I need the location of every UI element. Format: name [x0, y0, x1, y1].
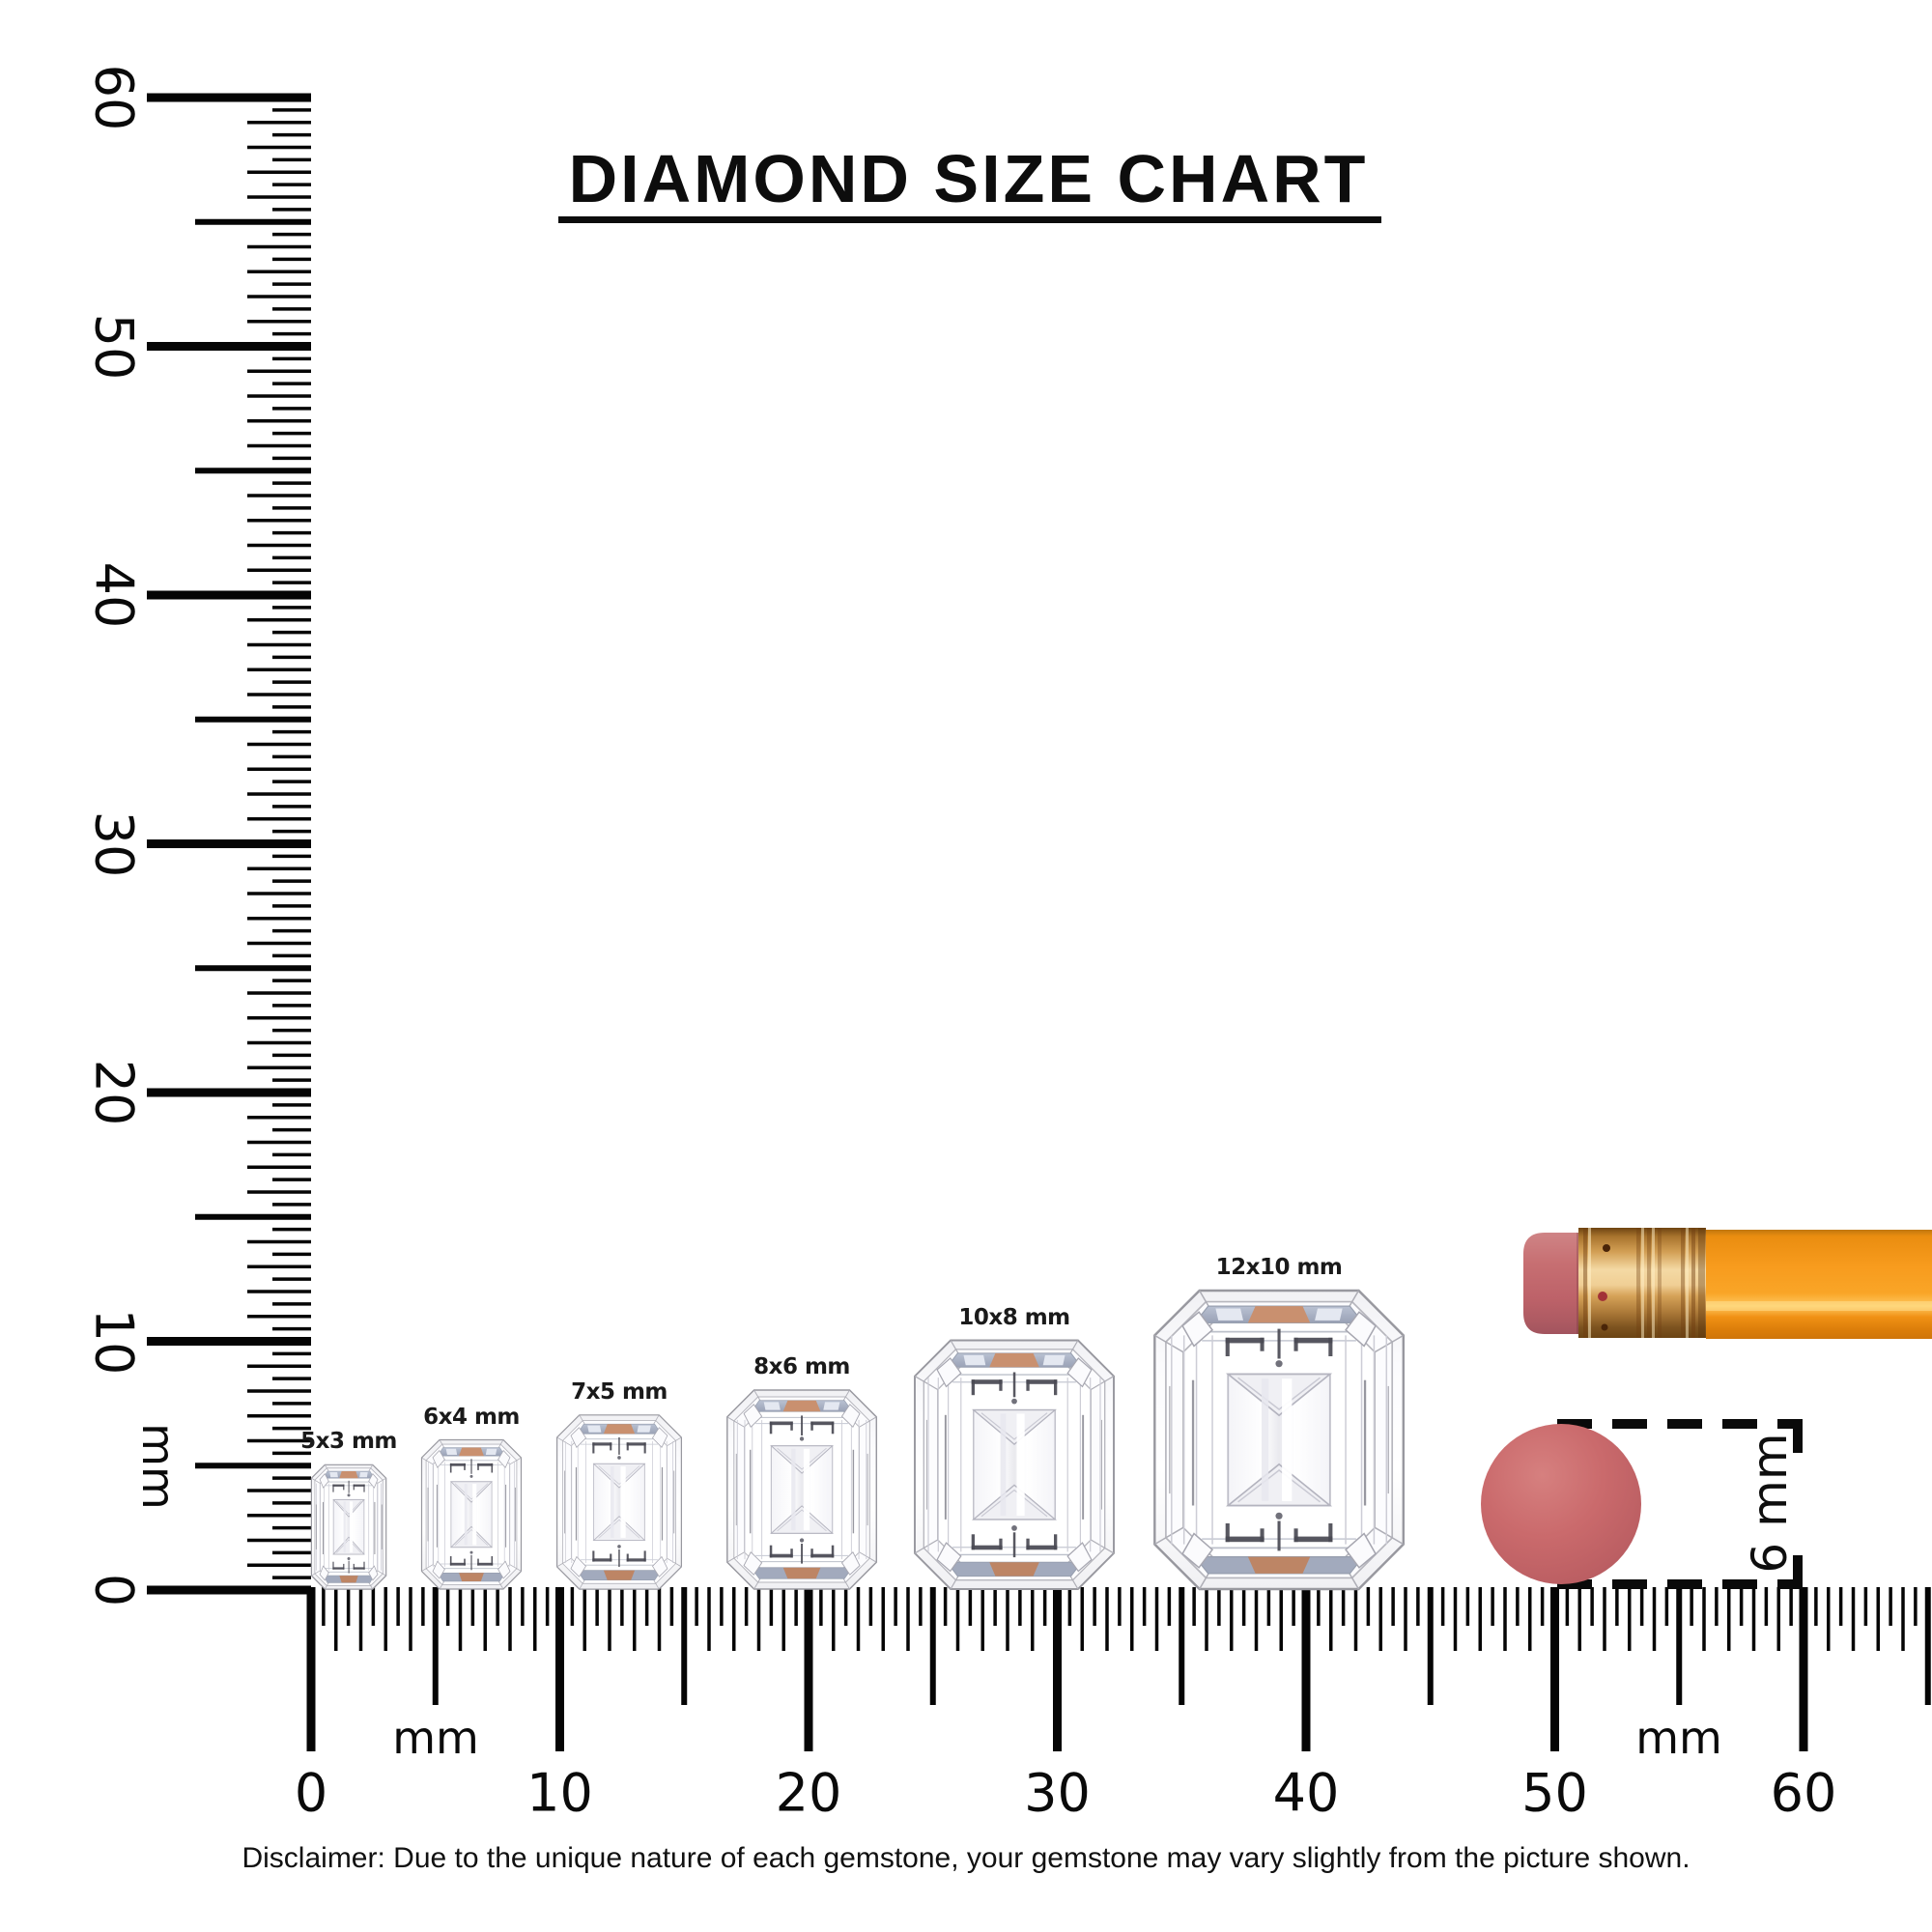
diamond-size-label: 10x8 mm: [958, 1304, 1070, 1330]
diamond-size-label: 12x10 mm: [1215, 1255, 1343, 1280]
diamond-6x4-mm: [420, 1438, 523, 1590]
horizontal-ruler-number: 50: [1521, 1762, 1588, 1824]
diamond-7x5-mm: [555, 1414, 683, 1590]
pencil-body: [1706, 1230, 1932, 1339]
diamond-graphics: [310, 1289, 1406, 1591]
ruler-ticks: [147, 93, 1931, 1751]
vertical-ruler-number: 30: [83, 810, 145, 877]
page-title: DIAMOND SIZE CHART: [568, 141, 1369, 216]
pencil-eraser-end-disc: [1481, 1424, 1641, 1584]
horizontal-ruler-number: 10: [526, 1762, 593, 1824]
diamond-8x6-mm: [726, 1389, 878, 1590]
diamond-10x8-mm: [914, 1339, 1115, 1590]
horizontal-ruler-number: 60: [1770, 1762, 1837, 1824]
title-underline: [558, 216, 1381, 223]
horizontal-ruler-unit-label-right: mm: [1635, 1712, 1722, 1764]
pencil-graphic: [1523, 1228, 1932, 1339]
horizontal-ruler-number: 0: [294, 1762, 328, 1824]
pencil-eraser-tip: [1523, 1233, 1581, 1334]
vertical-ruler-number: 0: [83, 1573, 145, 1607]
diamond-size-label: 5x3 mm: [300, 1429, 397, 1455]
eraser-end-disc: [1481, 1424, 1641, 1584]
eraser-diameter-label: 6 mm: [1742, 1433, 1798, 1574]
horizontal-ruler-unit-label-left: mm: [392, 1712, 479, 1764]
vertical-ruler-number: 50: [83, 313, 145, 380]
horizontal-ruler-number: 40: [1272, 1762, 1340, 1824]
diamond-size-label: 8x6 mm: [753, 1354, 850, 1379]
horizontal-ruler-number: 30: [1024, 1762, 1091, 1824]
vertical-ruler-unit-label: mm: [132, 1423, 185, 1510]
diamond-12x10-mm: [1153, 1289, 1406, 1591]
disclaimer-text: Disclaimer: Due to the unique nature of …: [242, 1842, 1690, 1874]
vertical-ruler-number: 10: [83, 1308, 145, 1375]
vertical-ruler-number: 60: [83, 64, 145, 131]
vertical-ruler-number: 40: [83, 561, 145, 629]
diamond-size-label: 6x4 mm: [423, 1404, 520, 1430]
vertical-ruler-number: 20: [83, 1059, 145, 1126]
horizontal-ruler-number: 20: [775, 1762, 842, 1824]
eraser-dimension-dashes: [1557, 1419, 1803, 1589]
diamond-5x3-mm: [310, 1463, 387, 1590]
diamond-size-label: 7x5 mm: [571, 1378, 668, 1405]
